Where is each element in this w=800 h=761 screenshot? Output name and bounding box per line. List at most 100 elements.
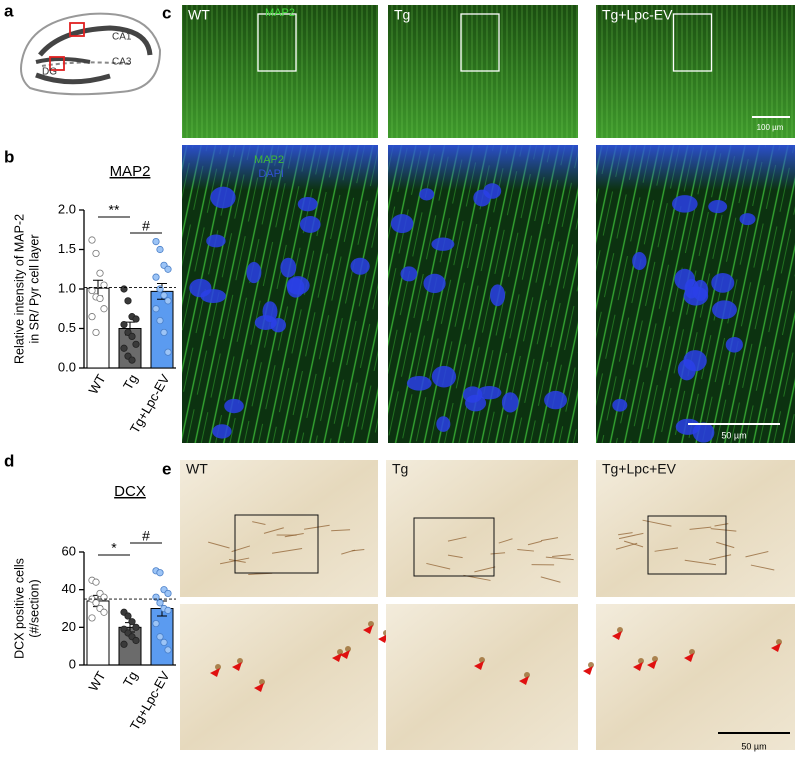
cell-process	[208, 541, 230, 549]
cell-process	[447, 554, 463, 559]
data-point	[100, 305, 108, 313]
data-point	[156, 633, 164, 641]
data-point	[164, 348, 172, 356]
cell-process	[552, 554, 571, 558]
condition-label: Tg+Lpc+EV	[602, 461, 677, 477]
nucleus	[501, 392, 519, 413]
data-point	[156, 316, 164, 325]
roi-box	[460, 13, 500, 72]
dcx-zoom-image	[596, 604, 795, 750]
panel-label: d	[4, 451, 14, 470]
cell-process	[284, 533, 304, 538]
nucleus	[431, 237, 455, 251]
nucleus	[674, 268, 695, 290]
chart-title: DCX	[114, 483, 146, 500]
nucleus	[477, 385, 502, 400]
nucleus	[189, 278, 212, 298]
scale-bar-label: 50 µm	[721, 430, 746, 440]
condition-label: WT	[186, 461, 208, 477]
condition-label: Tg	[392, 461, 408, 477]
region-label: CA1	[112, 32, 132, 43]
nucleus	[712, 300, 737, 320]
y-tick-label: 0.5	[58, 320, 76, 335]
nucleus	[400, 266, 418, 282]
data-point	[120, 640, 128, 648]
dcx-low-image	[386, 460, 578, 597]
arrowhead	[519, 676, 529, 685]
data-point	[92, 249, 100, 258]
nucleus	[739, 213, 756, 226]
nucleus	[406, 375, 432, 391]
arrowhead	[647, 660, 657, 669]
cell-process	[540, 576, 561, 583]
cell-process	[228, 558, 246, 563]
y-tick-label: 40	[62, 581, 76, 596]
data-point	[88, 313, 96, 321]
data-point	[100, 281, 108, 289]
nucleus	[683, 350, 707, 372]
data-point	[100, 608, 108, 616]
nucleus	[390, 214, 414, 234]
data-point	[156, 599, 164, 607]
nucleus	[725, 336, 743, 353]
data-point	[96, 294, 104, 303]
cell-process	[710, 528, 737, 532]
y-axis-label: (#/section)	[27, 579, 41, 637]
data-point	[156, 285, 164, 293]
data-point	[164, 646, 172, 654]
arrowhead	[583, 666, 593, 675]
panel-label: e	[162, 459, 171, 478]
dcx-low-image	[180, 460, 378, 597]
data-point	[152, 619, 160, 628]
arrowhead	[684, 653, 694, 662]
nucleus	[254, 315, 277, 330]
cell-process	[709, 554, 732, 561]
chart-title: MAP2	[110, 163, 151, 180]
arrowhead	[232, 662, 242, 671]
data-point	[120, 320, 128, 329]
data-point	[152, 238, 160, 246]
nucleus	[299, 216, 321, 233]
data-point	[128, 356, 136, 364]
cell-process	[252, 521, 266, 526]
y-tick-label: 0	[69, 656, 76, 671]
cell-process	[642, 519, 672, 527]
cell-process	[618, 532, 644, 540]
cell-process	[654, 547, 679, 552]
cell-process	[745, 551, 769, 558]
arrowhead	[378, 634, 388, 643]
nucleus	[210, 186, 236, 209]
cell-process	[341, 549, 356, 555]
data-point	[88, 286, 96, 295]
data-point	[160, 638, 168, 647]
arrowhead	[340, 650, 350, 659]
data-point	[164, 606, 172, 614]
nucleus	[473, 189, 491, 207]
data-point	[164, 297, 172, 305]
roi-box	[413, 517, 495, 577]
cell-process	[426, 562, 451, 570]
data-point	[120, 285, 128, 293]
y-tick-label: 2.0	[58, 201, 76, 216]
dapi-layer	[596, 145, 795, 190]
arrowhead	[363, 625, 373, 634]
data-point	[128, 618, 136, 626]
nucleus	[286, 276, 310, 295]
data-point	[152, 273, 160, 281]
cell-process	[615, 542, 638, 550]
cell-process	[263, 527, 284, 534]
cell-process	[331, 529, 351, 532]
cell-process	[490, 552, 506, 555]
y-axis-label: Relative intensity of MAP-2	[12, 214, 26, 364]
significance-label: #	[142, 528, 150, 544]
arrowhead	[771, 643, 781, 652]
x-tick-label: Tg	[120, 669, 141, 690]
data-point	[92, 328, 100, 337]
nucleus	[280, 257, 297, 278]
dapi-layer	[388, 145, 578, 190]
cell-process	[272, 547, 303, 554]
nucleus	[206, 234, 226, 248]
nucleus	[711, 272, 735, 293]
stain-label: MAP2	[265, 7, 295, 19]
